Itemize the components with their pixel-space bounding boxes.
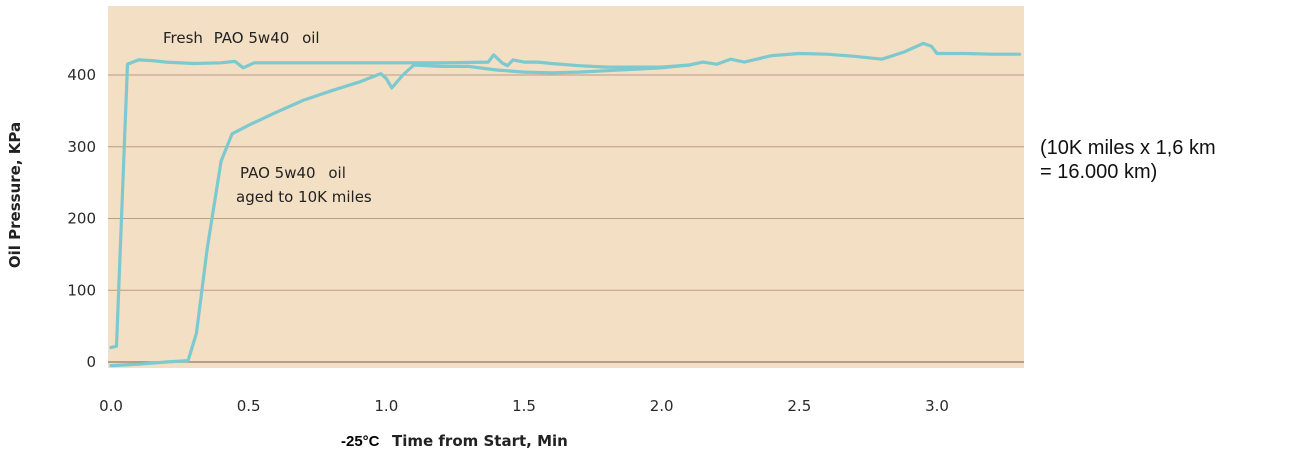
- annotation-fresh-product: PAO 5w40: [214, 29, 290, 47]
- annotation-aged-product: PAO 5w40: [240, 164, 316, 182]
- y-tick-label-0: 0: [86, 353, 96, 371]
- x-tick-label-2.0: 2.0: [650, 397, 674, 415]
- annotation-fresh-oil-word: oil: [302, 29, 320, 47]
- series-line-aged-oil: [109, 63, 691, 368]
- y-tick-labels: 0 100 200 300 400: [67, 66, 96, 371]
- x-tick-label-0.0: 0.0: [99, 397, 123, 415]
- y-tick-label-100: 100: [67, 281, 96, 299]
- x-tick-label-3.0: 3.0: [925, 397, 949, 415]
- temperature-label: -25°C: [341, 433, 380, 450]
- annotation-aged-oil-line2: aged to 10K miles: [236, 188, 372, 206]
- series-lines: [109, 41, 1022, 368]
- x-tick-label-1.0: 1.0: [374, 397, 398, 415]
- annotation-fresh-word: Fresh: [163, 29, 203, 47]
- y-tick-label-400: 400: [67, 66, 96, 84]
- annotation-aged-oil-word: oil: [328, 164, 346, 182]
- y-axis-title: Oil Pressure, KPa: [6, 122, 24, 268]
- plot-background: [108, 6, 1024, 368]
- x-tick-label-2.5: 2.5: [787, 397, 811, 415]
- annotation-fresh-oil: Fresh PAO 5w40 oil: [163, 29, 320, 47]
- series-line-fresh-oil: [109, 41, 1022, 350]
- x-axis-title: Time from Start, Min: [392, 432, 568, 450]
- x-tick-label-0.5: 0.5: [237, 397, 261, 415]
- x-tick-labels: 0.0 0.5 1.0 1.5 2.0 2.5 3.0: [99, 397, 949, 415]
- note-line-1: (10K miles x 1,6 km: [1040, 137, 1216, 159]
- unit-conversion-note: (10K miles x 1,6 km = 16.000 km): [1040, 136, 1290, 184]
- y-tick-label-200: 200: [67, 210, 96, 228]
- x-tick-label-1.5: 1.5: [512, 397, 536, 415]
- grid-lines: [108, 74, 1024, 363]
- note-line-2: = 16.000 km): [1040, 161, 1158, 183]
- annotation-aged-oil-line1: PAO 5w40 oil: [240, 164, 346, 182]
- y-tick-label-300: 300: [67, 138, 96, 156]
